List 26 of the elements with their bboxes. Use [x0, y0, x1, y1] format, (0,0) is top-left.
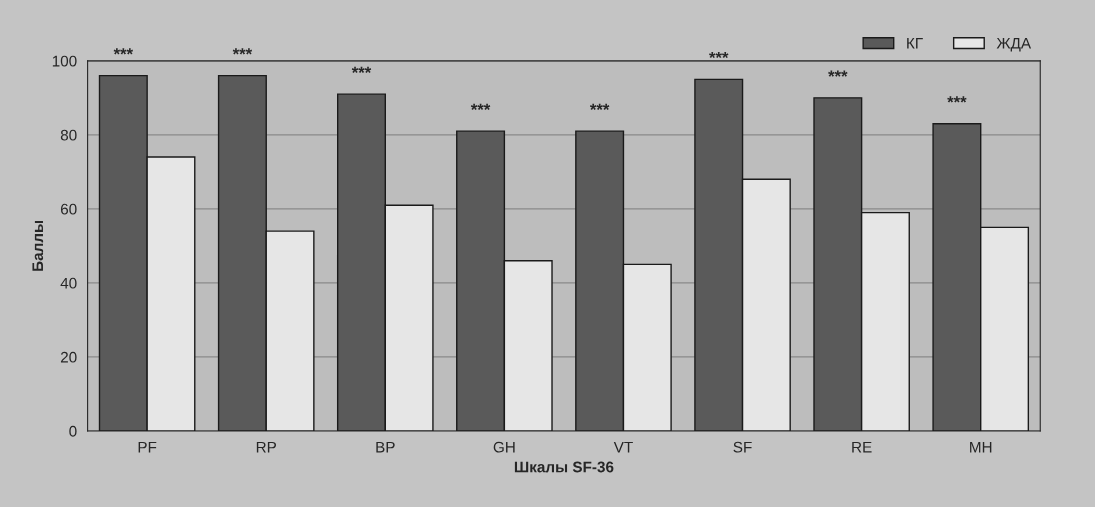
annotation: *** — [947, 96, 967, 103]
y-axis-title: Баллы — [32, 220, 44, 271]
annotation: *** — [351, 66, 372, 73]
text: *** — [709, 51, 729, 59]
text: *** — [113, 48, 134, 55]
x-tick-label: VT — [613, 441, 633, 453]
annotation: *** — [589, 103, 610, 110]
annotation: *** — [470, 103, 491, 110]
x-tick-label: MH — [970, 441, 992, 453]
x-axis-title: Шкалы SF-36 — [514, 461, 614, 473]
y-tick-label: 80 — [60, 129, 77, 141]
x-tick-label: SF — [733, 441, 752, 453]
x-tick-label: PF — [138, 441, 157, 453]
x-tick-label: RP — [256, 441, 277, 453]
x-tick-label: RE — [852, 441, 872, 453]
text: *** — [232, 48, 253, 55]
legend-label: КГ — [907, 37, 923, 49]
x-tick-label: GH — [493, 441, 515, 453]
legend-label: ЖДА — [996, 37, 1032, 52]
y-tick-label: 20 — [60, 351, 77, 363]
x-tick-label: BP — [376, 441, 395, 453]
y-tick-label: 100 — [52, 55, 77, 67]
y-tick-label: 0 — [69, 425, 77, 437]
annotation: *** — [828, 70, 848, 77]
y-tick-label: 40 — [60, 277, 77, 289]
y-tick-label: 60 — [60, 203, 77, 215]
